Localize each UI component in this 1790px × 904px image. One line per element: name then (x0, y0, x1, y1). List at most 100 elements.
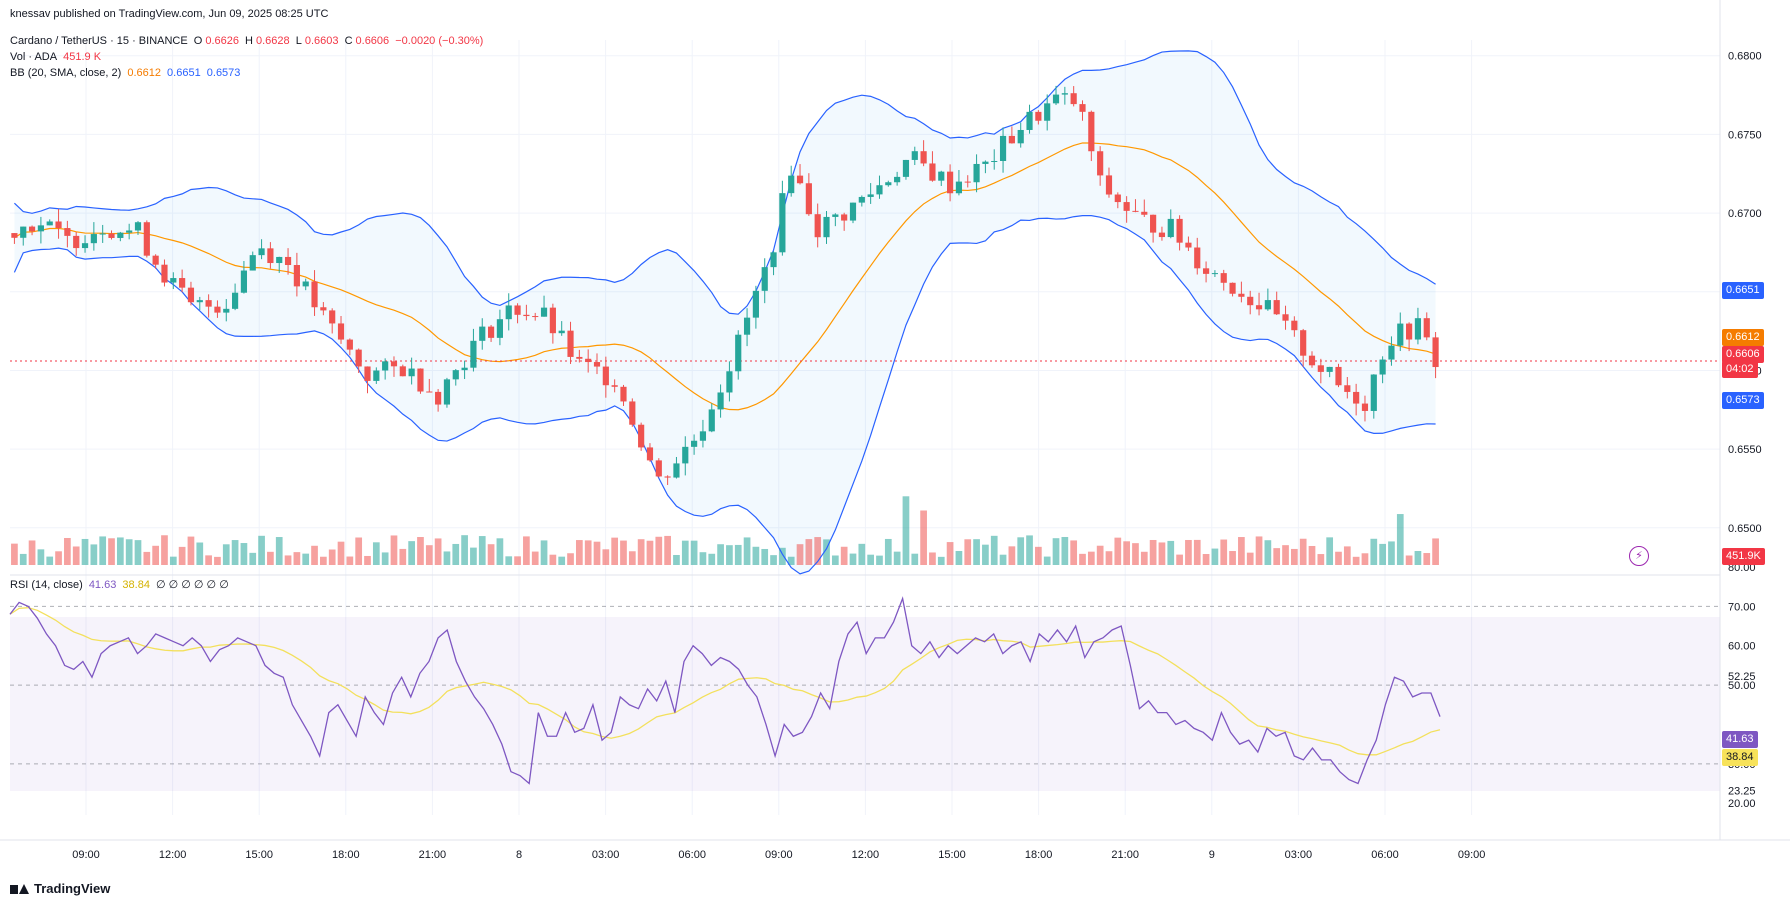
high-value: 0.6628 (256, 35, 290, 47)
volume-bar (381, 552, 389, 565)
volume-legend[interactable]: Vol · ADA 451.9 K (10, 50, 104, 64)
volume-bar (681, 540, 689, 565)
brand-name: TradingView (34, 881, 111, 896)
volume-bar (46, 556, 54, 565)
time-tick-label: 15:00 (245, 849, 273, 861)
volume-bar (726, 545, 733, 565)
candle-body (814, 214, 821, 238)
bb-legend[interactable]: BB (20, SMA, close, 2) 0.6612 0.6651 0.6… (10, 66, 243, 80)
flash-icon[interactable]: ⚡ (1629, 546, 1649, 566)
candle-body (743, 317, 751, 335)
candle-body (585, 358, 592, 363)
volume-bar (575, 540, 583, 565)
rsi-ma-price-label: 38.84 (1722, 749, 1758, 766)
time-tick-label: 18:00 (332, 849, 360, 861)
volume-bar (628, 551, 636, 565)
candle-body (46, 221, 53, 226)
volume-bar (1414, 551, 1422, 565)
bb-lower-price-label: 0.6573 (1722, 392, 1764, 409)
candle-body (1264, 300, 1271, 310)
volume-label: Vol · ADA (10, 51, 58, 63)
volume-bar (1008, 546, 1016, 565)
volume-bar (434, 538, 442, 565)
volume-bar (178, 546, 186, 565)
volume-bar (646, 540, 654, 565)
candle-body (346, 339, 353, 350)
volume-bar (814, 537, 822, 565)
close-value: 0.6606 (355, 35, 390, 47)
symbol-legend: Cardano / TetherUS · 15 · BINANCE O 0.662… (10, 34, 486, 48)
bb-upper-price-label: 0.6651 (1722, 282, 1764, 299)
candlesticks (11, 85, 1439, 485)
volume-bar (611, 537, 619, 565)
candle-body (258, 248, 265, 256)
candle-body (841, 214, 848, 221)
volume-bar (584, 540, 592, 565)
candle-body (532, 316, 539, 318)
rsi-tick-label: 60.00 (1728, 641, 1756, 653)
volume-bar (240, 543, 248, 565)
candle-body (823, 216, 830, 238)
candle-body (1202, 268, 1210, 274)
rsi-tick-label: 23.25 (1728, 785, 1756, 797)
volume-bar (1396, 514, 1404, 565)
volume-bar (911, 553, 919, 565)
volume-bar (408, 541, 415, 565)
volume-bar (920, 510, 927, 565)
open-value: 0.6626 (205, 35, 239, 47)
candle-body (240, 270, 248, 293)
volume-bar (1282, 545, 1289, 565)
candle-body (1105, 175, 1113, 195)
candle-body (28, 226, 36, 232)
candle-body (1158, 232, 1166, 238)
volume-bar (946, 542, 954, 565)
volume-bar (1193, 539, 1201, 565)
candle-body (726, 371, 733, 393)
volume-bar (1370, 538, 1378, 565)
volume-bar (196, 542, 204, 565)
volume-bar (937, 556, 945, 565)
volume-bar (664, 535, 671, 565)
time-tick-label: 09:00 (72, 849, 100, 861)
candle-body (1291, 320, 1298, 331)
candle-body (179, 278, 186, 288)
volume-bar (973, 539, 980, 565)
volume-bar (1017, 537, 1025, 565)
candle-body (1141, 211, 1148, 215)
volume-bar (1432, 538, 1439, 565)
volume-bar (328, 549, 336, 565)
volume-bar (690, 540, 698, 565)
candle-body (1335, 366, 1342, 386)
bb-lower-value: 0.6573 (206, 67, 241, 79)
candle-body (947, 171, 954, 194)
symbol-name[interactable]: Cardano / TetherUS · 15 · BINANCE (10, 35, 188, 47)
tradingview-footer[interactable]: TradingView (10, 881, 110, 896)
candle-body (73, 235, 80, 249)
volume-bar (1202, 554, 1210, 565)
candle-body (876, 185, 883, 195)
volume-bar (64, 537, 71, 565)
high-label: H (245, 35, 253, 47)
volume-bar (540, 540, 548, 565)
candle-body (1282, 314, 1289, 321)
time-tick-label: 09:00 (765, 849, 793, 861)
candle-body (1070, 93, 1077, 105)
candle-body (761, 267, 768, 291)
volume-bar (1149, 539, 1157, 565)
volume-bar (567, 553, 574, 565)
rsi-legend[interactable]: RSI (14, close) 41.63 38.84 ∅ ∅ ∅ ∅ ∅ ∅ (10, 578, 232, 592)
candle-body (991, 160, 998, 162)
candle-body (1255, 305, 1263, 310)
volume-bar (478, 536, 486, 565)
candle-body (1123, 202, 1130, 211)
time-tick-label: 18:00 (1025, 849, 1053, 861)
volume-bar (417, 537, 424, 565)
candle-body (1114, 194, 1121, 203)
candle-body (152, 255, 159, 265)
low-value: 0.6603 (304, 35, 339, 47)
volume-bar (116, 537, 124, 565)
volume-bar (593, 541, 601, 565)
rsi-ma-value: 38.84 (122, 579, 150, 591)
volume-bar (355, 537, 363, 565)
